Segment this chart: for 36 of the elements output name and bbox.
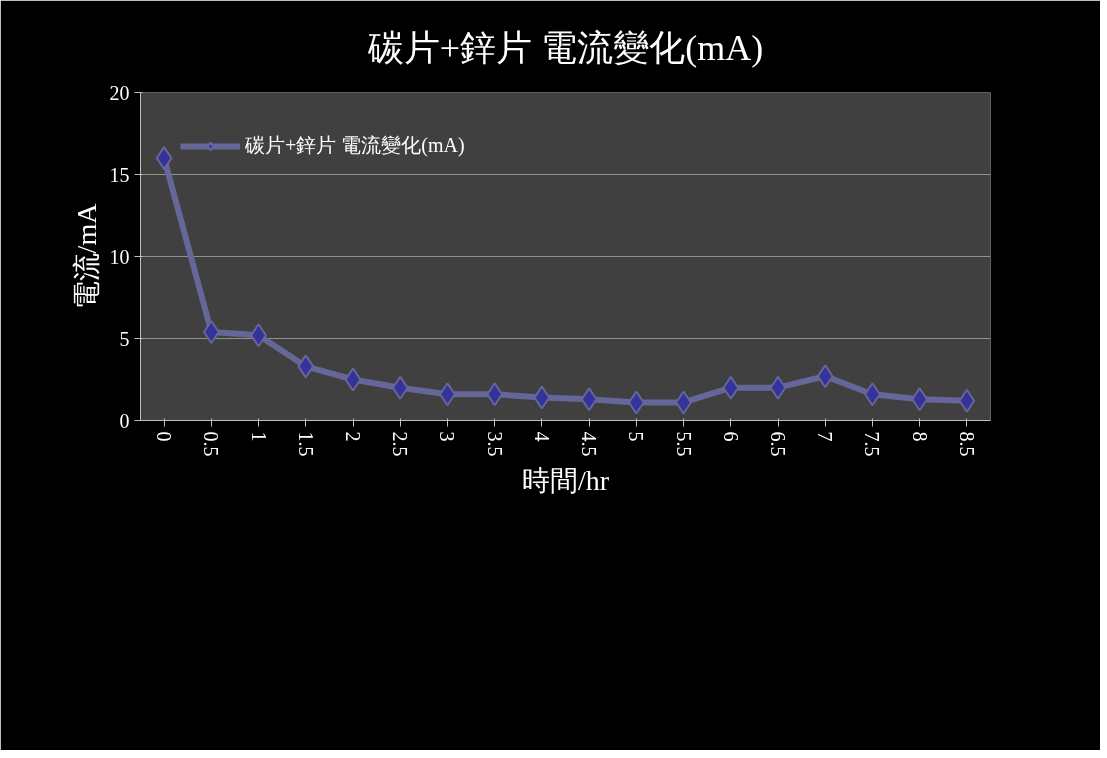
legend-label: 碳片+鋅片 電流變化(mA) — [245, 133, 465, 158]
x-axis-title: 時間/hr — [521, 464, 610, 496]
x-tick-label: 1.5 — [294, 431, 317, 457]
point — [533, 385, 551, 410]
x-tick-label: 4.5 — [578, 431, 601, 457]
x-tick-label: 3 — [436, 431, 459, 442]
x-tick-label: 0 — [153, 431, 176, 442]
x-tick-label: 2.5 — [389, 431, 412, 457]
x-tick-label: 7.5 — [861, 431, 884, 457]
x-tick-label: 5.5 — [672, 431, 695, 457]
y-tick-label: 5 — [119, 327, 130, 350]
x-tick-label: 0.5 — [200, 431, 223, 457]
y-tick-label: 10 — [109, 245, 130, 268]
x-tick-label: 7 — [814, 431, 837, 442]
point — [580, 387, 598, 412]
y-tick-label: 15 — [109, 163, 130, 186]
x-tick-label: 1 — [247, 431, 270, 442]
x-tick-label: 8.5 — [955, 431, 978, 457]
y-tick-label: 20 — [109, 81, 130, 104]
x-tick-label: 6.5 — [767, 431, 789, 457]
point — [958, 388, 976, 413]
point — [344, 367, 362, 392]
chart-title: 碳片+鋅片 電流變化(mA) — [366, 27, 764, 68]
point — [391, 375, 409, 400]
x-tick-label: 5 — [625, 431, 648, 442]
point — [722, 375, 740, 400]
y-axis-title: 電流/mA — [70, 202, 102, 310]
x-tick-label: 8 — [908, 431, 931, 442]
point — [769, 375, 787, 400]
point — [297, 354, 315, 379]
x-tick-label: 6 — [719, 431, 742, 442]
x-tick-label: 3.5 — [483, 431, 506, 457]
point — [816, 364, 834, 389]
x-tick-label: 4 — [530, 431, 553, 442]
x-tick-label: 2 — [342, 431, 364, 442]
point — [155, 146, 173, 171]
